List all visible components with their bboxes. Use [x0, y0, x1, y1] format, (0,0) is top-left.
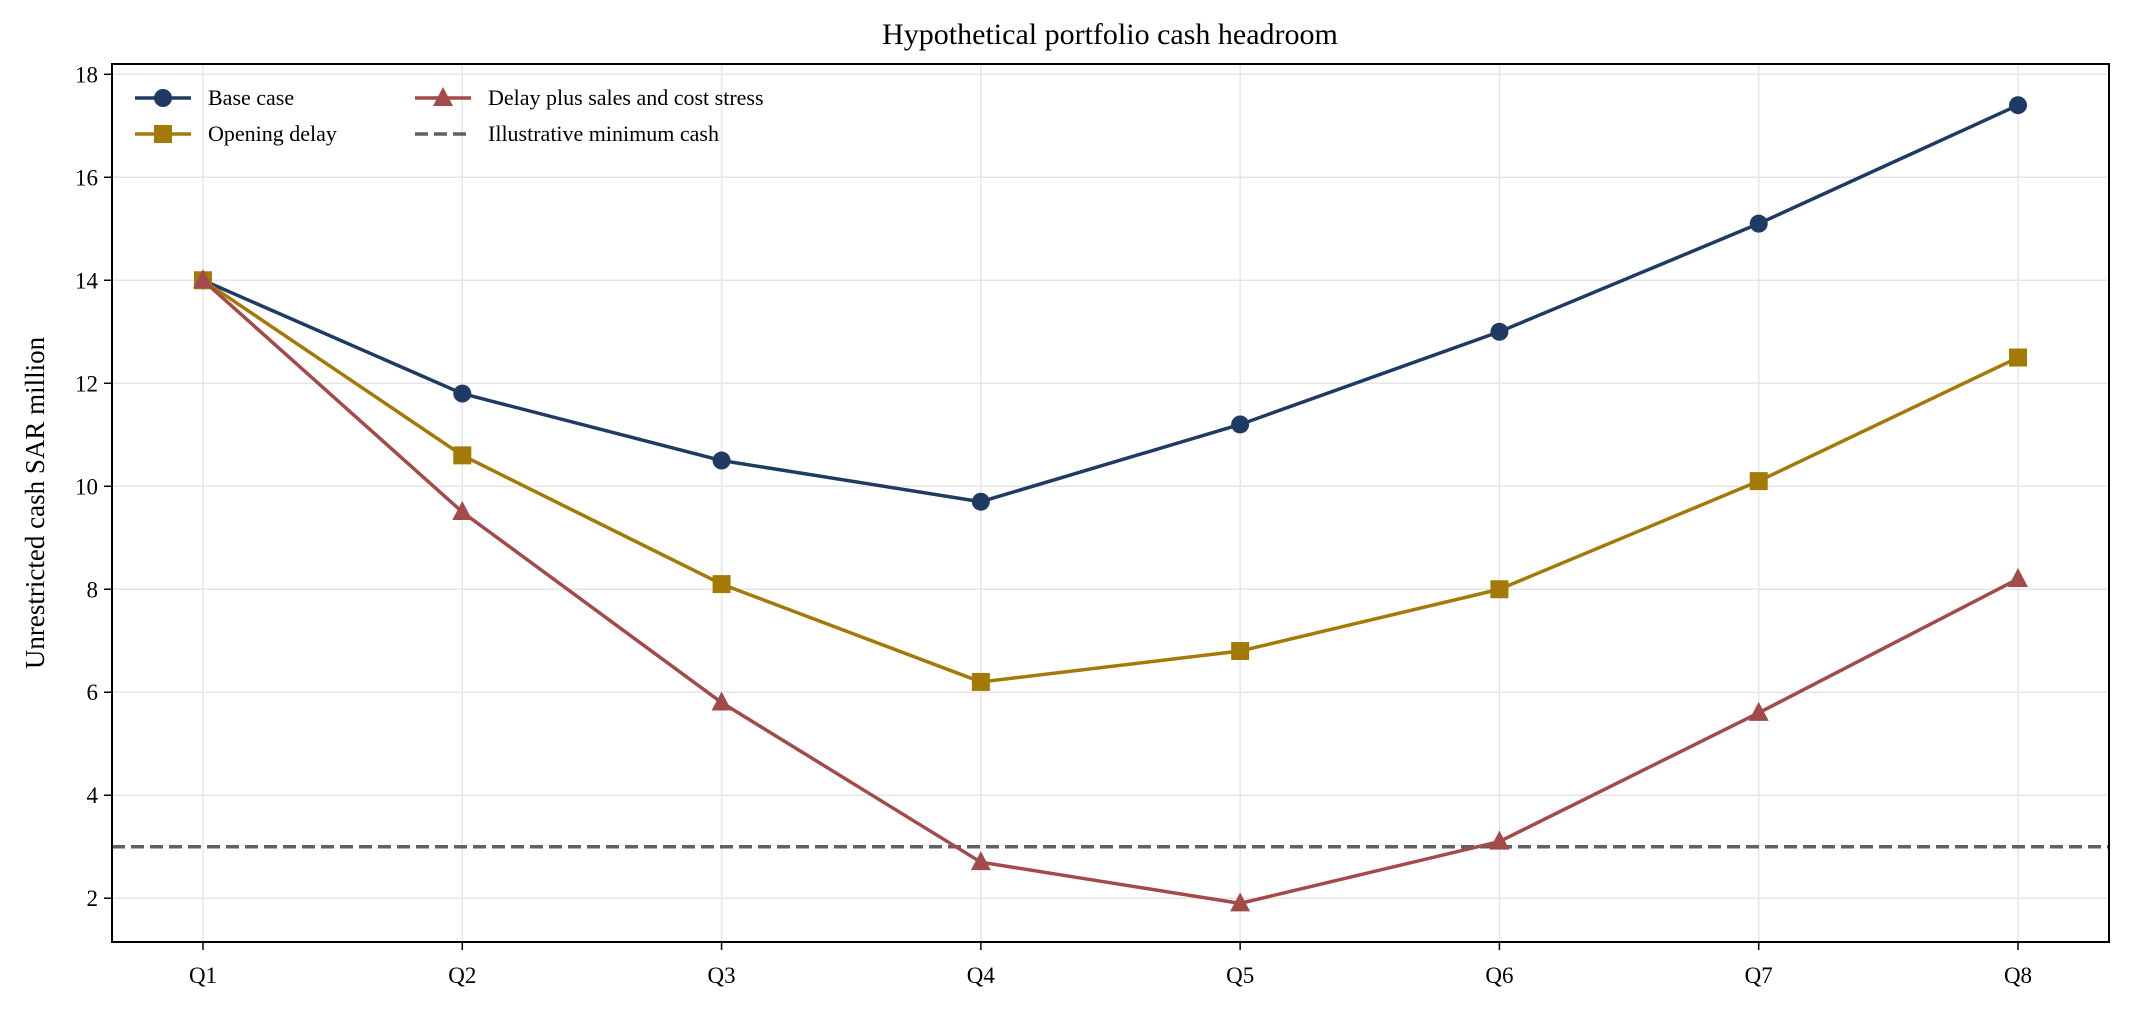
y-tick-label: 6 — [87, 680, 99, 705]
legend-label: Delay plus sales and cost stress — [488, 85, 764, 110]
y-tick-label: 4 — [87, 783, 99, 808]
series-line — [202, 103, 2019, 504]
series-line — [202, 278, 2019, 684]
legend-entry: Opening delay — [135, 121, 337, 146]
legend-label: Illustrative minimum cash — [488, 121, 719, 146]
series-lines — [193, 96, 2028, 912]
data-point — [971, 672, 990, 691]
legend-label: Opening delay — [208, 121, 337, 146]
legend: Base case Opening delay Delay plus sales a… — [135, 85, 764, 146]
axis-ticks: Q1 Q2 Q3 Q4 Q5 Q6 Q7 Q8 2 4 6 8 10 12 14 16 18 — [75, 62, 2032, 988]
data-point — [1748, 701, 1769, 721]
data-point — [712, 451, 731, 470]
x-tick-label: Q6 — [1485, 963, 1513, 988]
data-point — [453, 446, 472, 465]
y-tick-label: 18 — [75, 62, 98, 87]
legend-entry: Base case — [135, 85, 294, 110]
x-tick-label: Q5 — [1226, 963, 1254, 988]
data-point — [1749, 472, 1768, 491]
data-point — [2008, 567, 2028, 587]
x-tick-label: Q4 — [967, 963, 996, 988]
grid-lines — [112, 64, 2109, 942]
legend-entry: Delay plus sales and cost stress — [415, 85, 764, 110]
plot-frame — [111, 63, 2110, 943]
legend-marker — [154, 125, 172, 143]
data-point — [1490, 322, 1509, 341]
x-tick-label: Q2 — [448, 963, 476, 988]
data-point — [453, 384, 472, 403]
data-point — [1231, 642, 1250, 661]
y-tick-label: 10 — [75, 474, 98, 499]
y-tick-label: 12 — [75, 371, 98, 396]
data-point — [2009, 96, 2027, 115]
y-tick-label: 8 — [87, 577, 99, 602]
x-tick-label: Q7 — [1745, 963, 1773, 988]
data-point — [1749, 214, 1768, 233]
x-tick-label: Q1 — [189, 963, 217, 988]
series-3 — [193, 269, 2028, 912]
legend-entry: Illustrative minimum cash — [415, 121, 719, 146]
legend-label: Base case — [208, 85, 294, 110]
legend-marker — [433, 87, 453, 106]
x-tick-label: Q3 — [708, 963, 736, 988]
series-line — [201, 278, 2019, 906]
data-point — [971, 492, 990, 511]
y-axis-title: Unrestricted cash SAR million — [20, 336, 50, 669]
data-point — [193, 269, 213, 289]
data-point — [2009, 348, 2027, 367]
chart-title: Hypothetical portfolio cash headroom — [882, 18, 1338, 51]
y-tick-label: 16 — [75, 165, 98, 190]
data-point — [1490, 580, 1509, 599]
series-1 — [194, 96, 2027, 511]
data-point — [970, 851, 991, 871]
data-point — [712, 575, 731, 594]
x-tick-label: Q8 — [2004, 963, 2032, 988]
data-point — [1489, 830, 1510, 850]
data-point — [711, 691, 732, 711]
y-tick-label: 14 — [75, 268, 99, 293]
data-point — [1231, 415, 1250, 434]
data-point — [1230, 892, 1251, 912]
legend-marker — [154, 89, 172, 107]
series-2 — [194, 271, 2027, 691]
data-point — [452, 501, 473, 521]
y-tick-label: 2 — [87, 886, 99, 911]
